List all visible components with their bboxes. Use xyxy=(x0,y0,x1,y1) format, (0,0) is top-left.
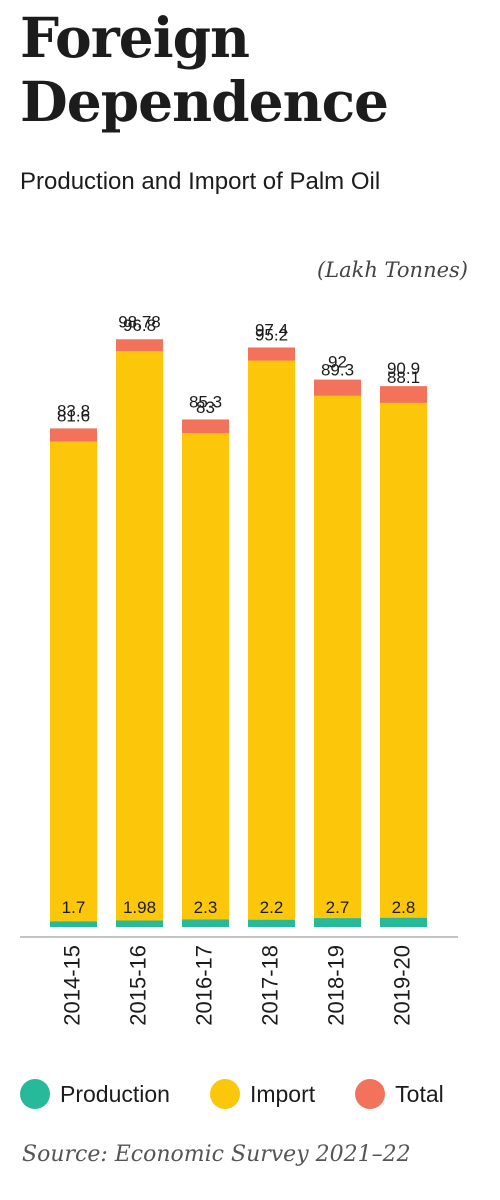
unit-label: (Lakh Tonnes) xyxy=(316,258,468,282)
legend-label-import: Import xyxy=(249,1080,316,1107)
tick-label-2016-17: 2016-17 xyxy=(192,945,217,1026)
legend-label-production: Production xyxy=(60,1080,170,1107)
title-line-1: Foreign xyxy=(20,5,250,70)
bar-import-2016-17 xyxy=(182,433,229,927)
label-total-2016-17: 85.3 xyxy=(189,392,222,411)
bar-import-2018-19 xyxy=(314,395,361,927)
tick-label-2017-18: 2017-18 xyxy=(258,945,283,1026)
label-total-2017-18: 97.4 xyxy=(255,320,288,339)
tick-label-2015-16: 2015-16 xyxy=(126,945,151,1026)
label-production-2014-15: 1.7 xyxy=(62,898,86,917)
tick-label-2019-20: 2019-20 xyxy=(390,945,415,1026)
label-production-2016-17: 2.3 xyxy=(194,898,218,917)
bar-production-2016-17 xyxy=(182,919,229,927)
label-production-2015-16: 1.98 xyxy=(123,898,156,917)
legend-swatch-import xyxy=(209,1079,240,1109)
tick-label-2018-19: 2018-19 xyxy=(324,945,349,1026)
legend: Production Import Total xyxy=(20,1076,480,1112)
label-import-2015-16: 96.8 xyxy=(123,316,156,335)
source-note: Source: Economic Survey 2021–22 xyxy=(22,1142,411,1167)
page-title: Foreign Dependence xyxy=(20,5,389,134)
label-total-2019-20: 90.9 xyxy=(387,359,420,378)
label-total-2018-19: 92 xyxy=(328,353,347,372)
bar-production-2018-19 xyxy=(314,918,361,927)
label-production-2019-20: 2.8 xyxy=(392,898,416,917)
bar-import-2019-20 xyxy=(380,402,427,927)
label-import-2018-19: 89.3 xyxy=(321,361,354,380)
title-line-2: Dependence xyxy=(20,69,389,134)
legend-label-total: Total xyxy=(395,1080,444,1107)
label-production-2018-19: 2.7 xyxy=(326,898,350,917)
bar-import-2017-18 xyxy=(248,360,295,927)
label-import-2014-15: 81.6 xyxy=(57,406,90,425)
label-total-2014-15: 83.8 xyxy=(57,401,90,420)
tick-label-2014-15: 2014-15 xyxy=(60,945,85,1026)
legend-item-import: Import xyxy=(209,1079,316,1109)
bar-production-2015-16 xyxy=(116,920,163,927)
chart-subtitle: Production and Import of Palm Oil xyxy=(20,168,381,195)
label-import-2016-17: 83 xyxy=(196,398,215,417)
bar-production-2017-18 xyxy=(248,919,295,927)
label-import-2019-20: 88.1 xyxy=(387,368,420,387)
legend-swatch-production xyxy=(20,1079,50,1109)
legend-swatch-total xyxy=(355,1079,386,1109)
legend-item-production: Production xyxy=(20,1079,170,1109)
label-production-2017-18: 2.2 xyxy=(260,898,284,917)
label-import-2017-18: 95.2 xyxy=(255,326,288,345)
legend-item-total: Total xyxy=(355,1079,444,1109)
bar-production-2019-20 xyxy=(380,917,427,927)
label-total-2015-16: 98.78 xyxy=(118,312,161,331)
bar-import-2015-16 xyxy=(116,351,163,927)
bar-import-2014-15 xyxy=(50,441,97,927)
bar-production-2014-15 xyxy=(50,921,97,927)
